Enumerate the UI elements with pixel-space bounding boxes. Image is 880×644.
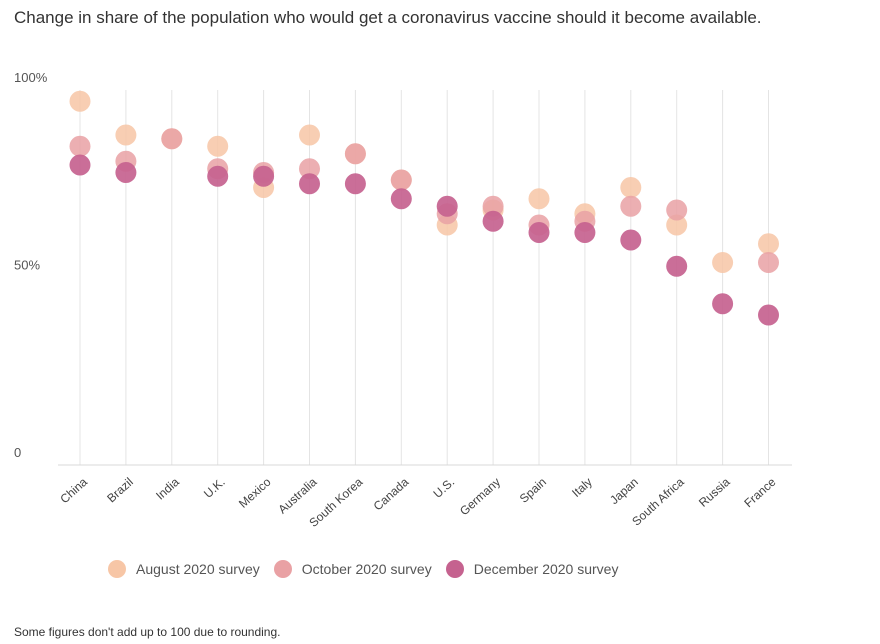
point-december-brazil — [115, 162, 137, 183]
legend-swatch — [445, 560, 464, 578]
point-december-canada — [390, 188, 412, 210]
legend-item-august: August 2020 survey — [108, 560, 260, 578]
x-tick-label: Spain — [517, 475, 549, 506]
point-december-south-korea — [344, 173, 366, 195]
point-october-france — [758, 252, 779, 273]
legend-label: December 2020 survey — [473, 561, 619, 577]
point-october-germany — [482, 195, 504, 217]
point-december-germany — [482, 210, 504, 232]
point-august-south-africa — [666, 214, 688, 236]
y-tick-label: 100% — [14, 70, 48, 85]
point-december-mexico — [253, 165, 275, 187]
point-october-canada — [390, 169, 412, 191]
point-december-japan — [620, 229, 642, 251]
point-december-italy — [574, 222, 596, 243]
point-december-spain — [528, 222, 550, 243]
point-october-japan — [620, 195, 642, 217]
point-december-russia — [712, 293, 734, 315]
point-october-china — [69, 135, 91, 157]
footnote: Some figures don't add up to 100 due to … — [14, 625, 281, 639]
point-august-russia — [712, 252, 734, 273]
point-august-japan — [620, 177, 642, 198]
point-october-australia — [299, 158, 320, 180]
point-august-australia — [299, 124, 320, 146]
point-august-u-k- — [207, 135, 229, 157]
point-december-australia — [299, 173, 320, 195]
y-tick-label: 0 — [14, 445, 21, 460]
x-tick-label: Canada — [371, 475, 412, 514]
legend-label: August 2020 survey — [136, 561, 260, 577]
legend-item-october: October 2020 survey — [273, 560, 432, 578]
point-august-china — [69, 90, 91, 112]
x-tick-label: China — [57, 475, 90, 507]
point-august-brazil — [115, 124, 137, 146]
legend-item-december: December 2020 survey — [445, 560, 619, 578]
x-tick-label: Mexico — [236, 475, 274, 511]
x-tick-label: Germany — [457, 475, 503, 518]
legend-label: October 2020 survey — [301, 561, 432, 577]
point-october-india — [161, 128, 183, 150]
point-december-u-s- — [436, 195, 458, 217]
point-august-spain — [528, 188, 550, 210]
point-august-france — [758, 233, 779, 255]
point-october-south-korea — [344, 143, 366, 165]
point-december-china — [69, 154, 91, 176]
legend-swatch — [108, 560, 126, 578]
x-tick-label: India — [153, 475, 182, 503]
x-tick-label: Russia — [696, 475, 733, 510]
point-december-u-k- — [207, 165, 229, 187]
point-october-south-africa — [666, 199, 688, 221]
point-december-south-africa — [666, 255, 688, 277]
x-tick-label: France — [741, 475, 778, 511]
x-tick-label: U.K. — [201, 475, 228, 501]
x-tick-label: Australia — [275, 475, 319, 517]
scatter-chart: 0 50% 100% China Brazil India U.K. Mexico Austr… — [14, 70, 792, 530]
x-tick-label: Japan — [607, 475, 641, 507]
legend: August 2020 survey October 2020 survey Dec… — [108, 560, 632, 578]
x-tick-label: Italy — [569, 475, 595, 500]
y-tick-label: 50% — [14, 258, 40, 273]
x-tick-label: Brazil — [104, 475, 136, 505]
legend-swatch — [273, 560, 292, 578]
x-tick-label: U.S. — [430, 475, 457, 501]
point-december-france — [758, 304, 779, 326]
chart-title: Change in share of the population who wo… — [14, 8, 762, 27]
